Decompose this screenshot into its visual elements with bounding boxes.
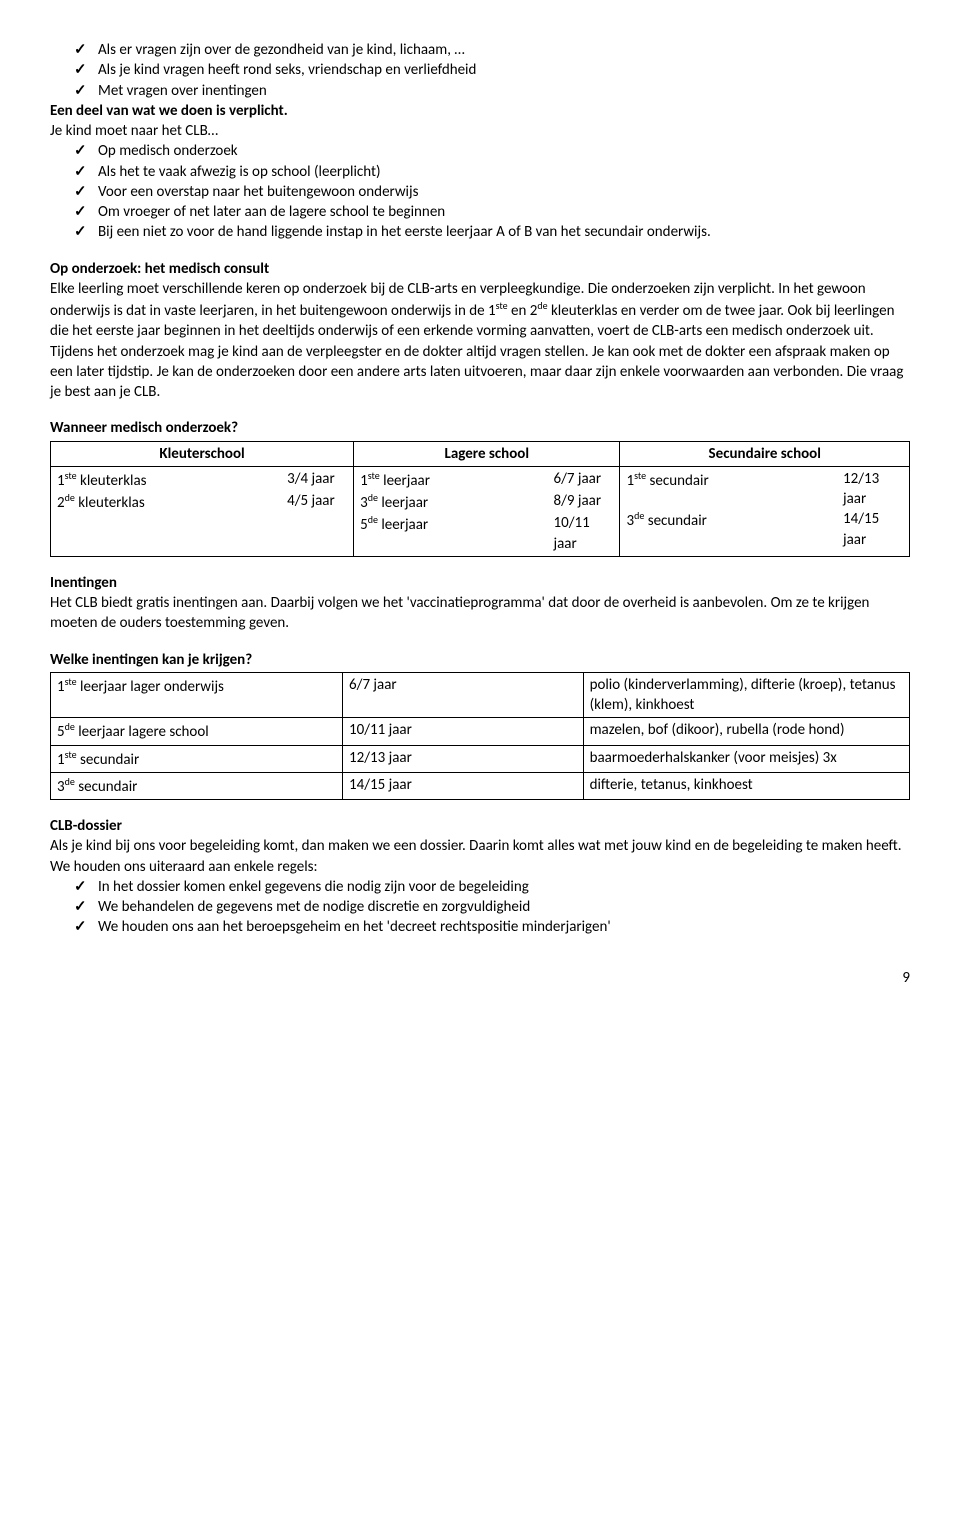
list-item: Bij een niet zo voor de hand liggende in…: [98, 222, 910, 242]
table-cell: 1ste kleuterklas3/4 jaar2de kleuterklas4…: [51, 466, 354, 556]
table-cell: difterie, tetanus, kinkhoest: [583, 772, 909, 799]
table-cell: 1ste leerjaar6/7 jaar3de leerjaar8/9 jaa…: [354, 466, 620, 556]
inentingen-body: Het CLB biedt gratis inentingen aan. Daa…: [50, 593, 910, 634]
list-item: Op medisch onderzoek: [98, 141, 910, 161]
table-cell: mazelen, bof (dikoor), rubella (rode hon…: [583, 718, 909, 745]
list-item: Als het te vaak afwezig is op school (le…: [98, 162, 910, 182]
dossier-heading: CLB-dossier: [50, 816, 910, 836]
welke-heading: Welke inentingen kan je krijgen?: [50, 650, 910, 670]
dossier-body: Als je kind bij ons voor begeleiding kom…: [50, 836, 910, 877]
table-cell: 12/13 jaar: [343, 745, 584, 772]
table-cell: polio (kinderverlamming), difterie (kroe…: [583, 672, 909, 718]
list-item: Als je kind vragen heeft rond seks, vrie…: [98, 60, 910, 80]
table-cell: 14/15 jaar: [343, 772, 584, 799]
table-cell: 1ste secundair: [51, 745, 343, 772]
table-header: Kleuterschool: [51, 441, 354, 466]
list-item: We houden ons aan het beroepsgeheim en h…: [98, 917, 910, 937]
table-header: Lagere school: [354, 441, 620, 466]
vaccination-table: 1ste leerjaar lager onderwijs6/7 jaarpol…: [50, 672, 910, 800]
page-number: 9: [50, 968, 910, 988]
intro-verplicht-line: Een deel van wat we doen is verplicht.: [50, 101, 910, 121]
table-cell: 1ste leerjaar lager onderwijs: [51, 672, 343, 718]
table-cell: 6/7 jaar: [343, 672, 584, 718]
consult-heading: Op onderzoek: het medisch consult: [50, 259, 910, 279]
list-item: In het dossier komen enkel gegevens die …: [98, 877, 910, 897]
consult-paragraph-2: Tijdens het onderzoek mag je kind aan de…: [50, 342, 910, 403]
list-item: Met vragen over inentingen: [98, 81, 910, 101]
consult-paragraph-1: Elke leerling moet verschillende keren o…: [50, 279, 910, 342]
table-cell: baarmoederhalskanker (voor meisjes) 3x: [583, 745, 909, 772]
list-item: Om vroeger of net later aan de lagere sc…: [98, 202, 910, 222]
list-item: Als er vragen zijn over de gezondheid va…: [98, 40, 910, 60]
intro-clb-line: Je kind moet naar het CLB…: [50, 121, 910, 141]
table-cell: 10/11 jaar: [343, 718, 584, 745]
table-cell: 5de leerjaar lagere school: [51, 718, 343, 745]
table-header: Secundaire school: [620, 441, 910, 466]
dossier-checklist: In het dossier komen enkel gegevens die …: [50, 877, 910, 938]
intro-checklist: Als er vragen zijn over de gezondheid va…: [50, 40, 910, 101]
wanneer-heading: Wanneer medisch onderzoek?: [50, 418, 910, 438]
table-cell: 1ste secundair12/13 jaar3de secundair14/…: [620, 466, 910, 556]
inentingen-heading: Inentingen: [50, 573, 910, 593]
table-cell: 3de secundair: [51, 772, 343, 799]
list-item: Voor een overstap naar het buitengewoon …: [98, 182, 910, 202]
clb-checklist: Op medisch onderzoekAls het te vaak afwe…: [50, 141, 910, 242]
schedule-table: KleuterschoolLagere schoolSecundaire sch…: [50, 441, 910, 557]
list-item: We behandelen de gegevens met de nodige …: [98, 897, 910, 917]
